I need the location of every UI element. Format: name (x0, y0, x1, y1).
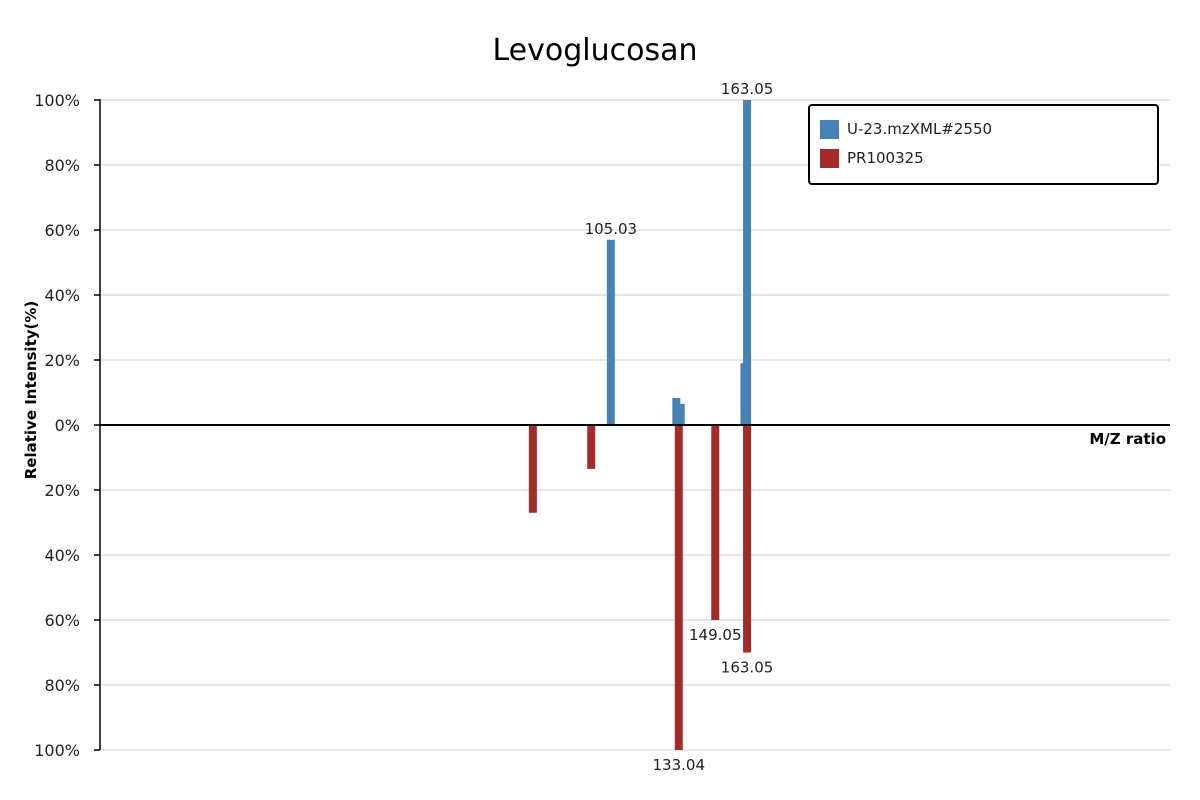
y-tick-label: 100% (34, 741, 80, 760)
peak-label: 149.05 (689, 626, 742, 644)
legend-swatch-pr100325 (820, 149, 839, 168)
peak-bars (528, 100, 752, 750)
legend-label-u23: U-23.mzXML#2550 (847, 120, 992, 138)
peak-bar (528, 425, 537, 513)
x-axis-label: M/Z ratio (1089, 430, 1166, 448)
gridlines (100, 99, 1170, 751)
y-axis-label: Relative Intensity(%) (22, 301, 40, 480)
peak-bar (672, 398, 681, 425)
peak-label: 163.05 (721, 659, 774, 677)
peak-bar (711, 425, 720, 620)
y-tick-label: 100% (34, 91, 80, 110)
y-tick-label: 60% (44, 221, 80, 240)
y-tick-label: 20% (44, 351, 80, 370)
peak-labels: 105.03 163.05 133.04 149.05 163.05 (585, 80, 774, 774)
legend-label-pr100325: PR100325 (847, 149, 924, 167)
y-tick-label: 80% (44, 676, 80, 695)
peak-bar (743, 100, 752, 425)
y-axis-ticks: 100% 80% 60% 40% 20% 0% 20% 40% 60% 80% 100% (34, 91, 100, 760)
y-tick-label: 60% (44, 611, 80, 630)
chart-title: Levoglucosan (492, 33, 697, 68)
peak-bar (587, 425, 596, 469)
peak-label: 163.05 (721, 80, 774, 98)
legend: U-23.mzXML#2550 PR100325 (808, 104, 1159, 185)
y-tick-label: 40% (44, 546, 80, 565)
y-tick-label: 40% (44, 286, 80, 305)
peak-bar (674, 425, 683, 750)
y-tick-label: 80% (44, 156, 80, 175)
legend-swatch-u23 (820, 120, 839, 139)
y-tick-label: 20% (44, 481, 80, 500)
peak-label: 105.03 (585, 220, 638, 238)
peak-label: 133.04 (653, 756, 706, 774)
peak-bar (743, 425, 752, 653)
peak-bar (606, 239, 615, 425)
y-tick-label: 0% (55, 416, 80, 435)
peak-bar (676, 403, 685, 425)
legend-box (808, 104, 1159, 185)
